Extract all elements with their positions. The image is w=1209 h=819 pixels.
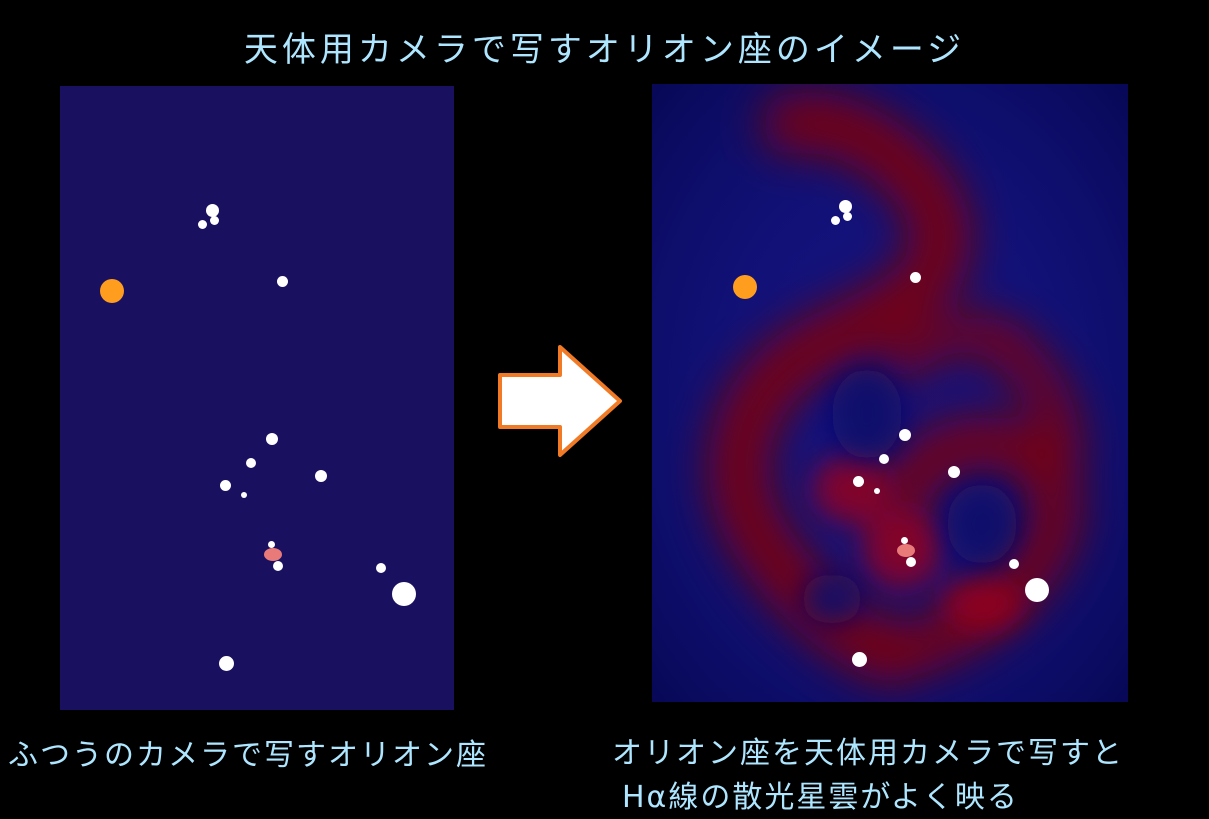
right-arrow-icon <box>498 345 622 457</box>
ordinary-camera-image <box>60 86 454 710</box>
star-rigel <box>1025 578 1049 602</box>
star-betelgeuse <box>100 279 124 303</box>
star-small-right <box>1009 559 1019 569</box>
star-meissa-1 <box>839 200 852 213</box>
star-small-right <box>376 563 386 573</box>
star-meissa-3 <box>210 216 219 225</box>
page-title: 天体用カメラで写すオリオン座のイメージ <box>243 30 966 70</box>
star-bellatrix <box>277 276 288 287</box>
star-meissa-3 <box>843 212 852 221</box>
star-sword-top <box>268 541 275 548</box>
star-alnitak <box>220 480 231 491</box>
astro-camera-image <box>652 84 1128 702</box>
star-mintaka <box>266 433 278 445</box>
ordinary-camera-caption: ふつうのカメラで写すオリオン座 <box>8 738 488 773</box>
star-saiph <box>219 656 234 671</box>
star-small-belt <box>241 492 247 498</box>
star-meissa-2 <box>831 216 840 225</box>
star-east <box>315 470 327 482</box>
astro-camera-caption-line2: Hα線の散光星雲がよく映る <box>622 780 1019 815</box>
orion-nebula <box>897 544 915 557</box>
star-saiph <box>852 652 867 667</box>
star-betelgeuse <box>733 275 757 299</box>
orion-nebula <box>264 548 282 561</box>
star-small-belt <box>874 488 880 494</box>
star-meissa-1 <box>206 204 219 217</box>
star-rigel <box>392 582 416 606</box>
h-alpha-nebula <box>652 84 1128 702</box>
star-alnilam <box>879 454 889 464</box>
star-sword-bottom <box>906 557 916 567</box>
astro-camera-caption-line1: オリオン座を天体用カメラで写すと <box>612 736 1124 771</box>
star-mintaka <box>899 429 911 441</box>
star-sword-bottom <box>273 561 283 571</box>
star-alnilam <box>246 458 256 468</box>
star-alnitak <box>853 476 864 487</box>
star-meissa-2 <box>198 220 207 229</box>
star-east <box>948 466 960 478</box>
star-bellatrix <box>910 272 921 283</box>
star-sword-top <box>901 537 908 544</box>
